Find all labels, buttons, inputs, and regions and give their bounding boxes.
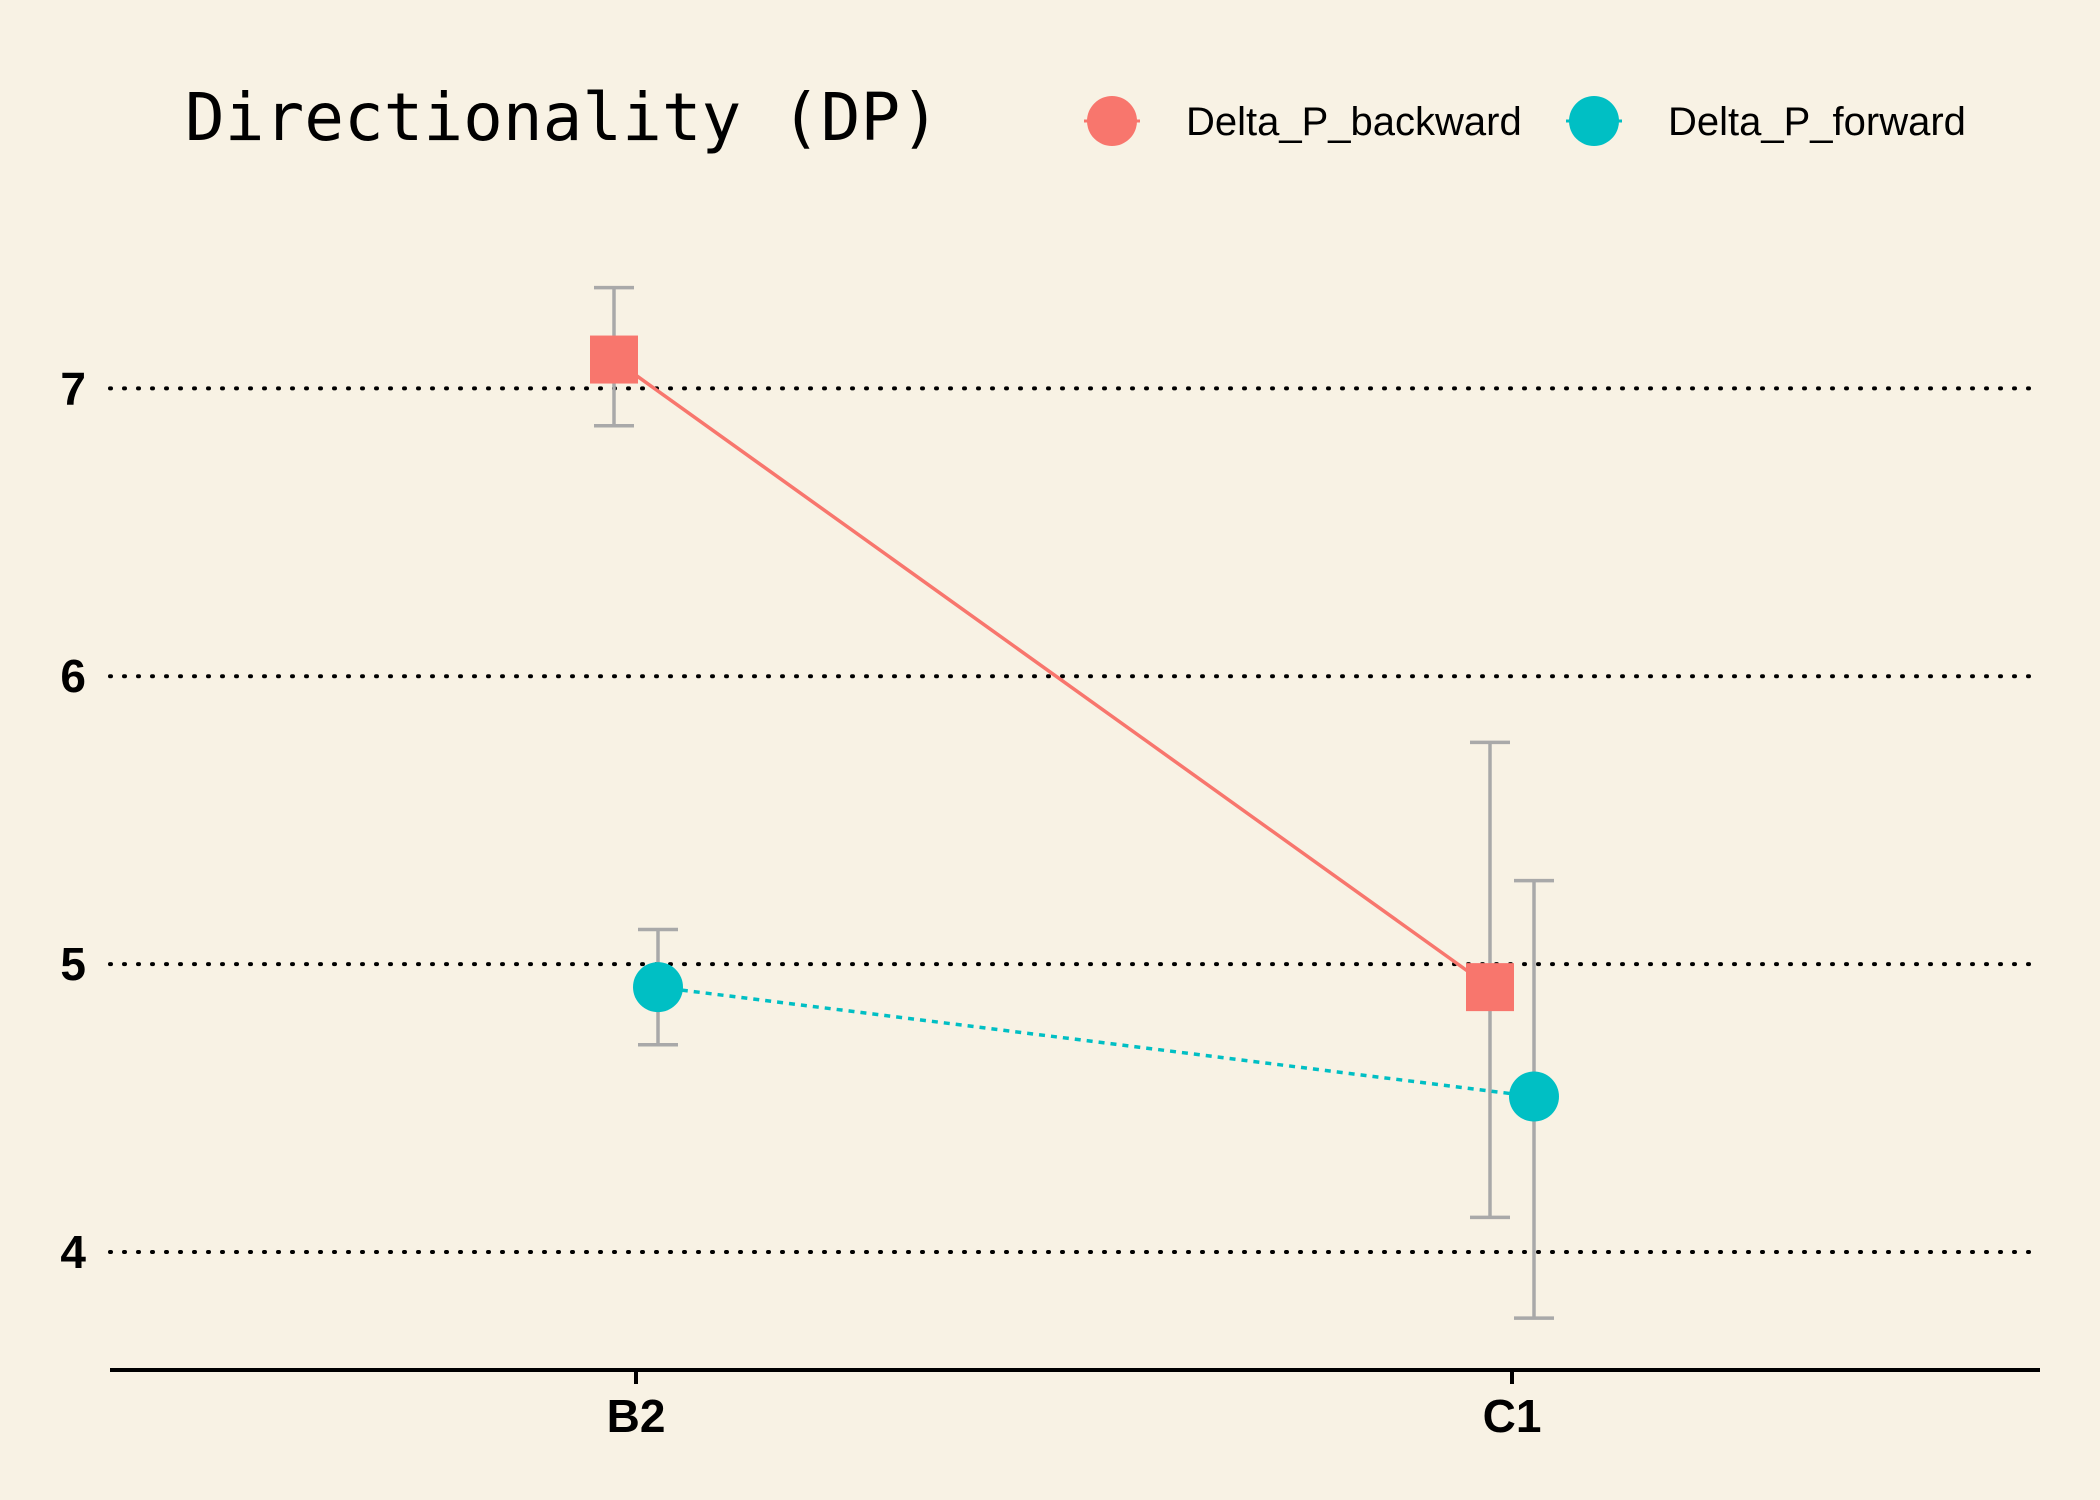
chart-title: Directionality (DP) (185, 79, 940, 156)
plot-area (590, 285, 1559, 1320)
gridlines (108, 386, 2042, 1254)
legend-marker-backward (1087, 96, 1137, 146)
data-point (590, 335, 638, 384)
series-1 (633, 878, 1559, 1320)
x-tick-label: B2 (607, 1390, 666, 1442)
data-point (1509, 1071, 1559, 1122)
x-axis: B2 C1 (110, 1368, 2040, 1442)
y-axis-tick-labels: 4 5 6 7 (60, 362, 86, 1278)
series-0 (590, 285, 1514, 1220)
y-tick-label: 5 (60, 938, 86, 990)
series-line (612, 358, 1492, 989)
y-tick-label: 7 (60, 362, 86, 414)
y-tick-label: 6 (60, 650, 86, 702)
data-point (633, 962, 683, 1013)
x-tick-label: C1 (1483, 1390, 1542, 1442)
legend: Delta_P_backward Delta_P_forward (1084, 96, 1966, 146)
legend-marker-forward (1569, 96, 1619, 146)
data-point (1466, 963, 1514, 1012)
legend-item-backward: Delta_P_backward (1084, 96, 1522, 146)
series-line (657, 985, 1535, 1099)
legend-item-forward: Delta_P_forward (1566, 96, 1966, 146)
legend-label-forward: Delta_P_forward (1668, 100, 1966, 144)
legend-label-backward: Delta_P_backward (1186, 100, 1522, 144)
y-tick-label: 4 (60, 1226, 86, 1278)
